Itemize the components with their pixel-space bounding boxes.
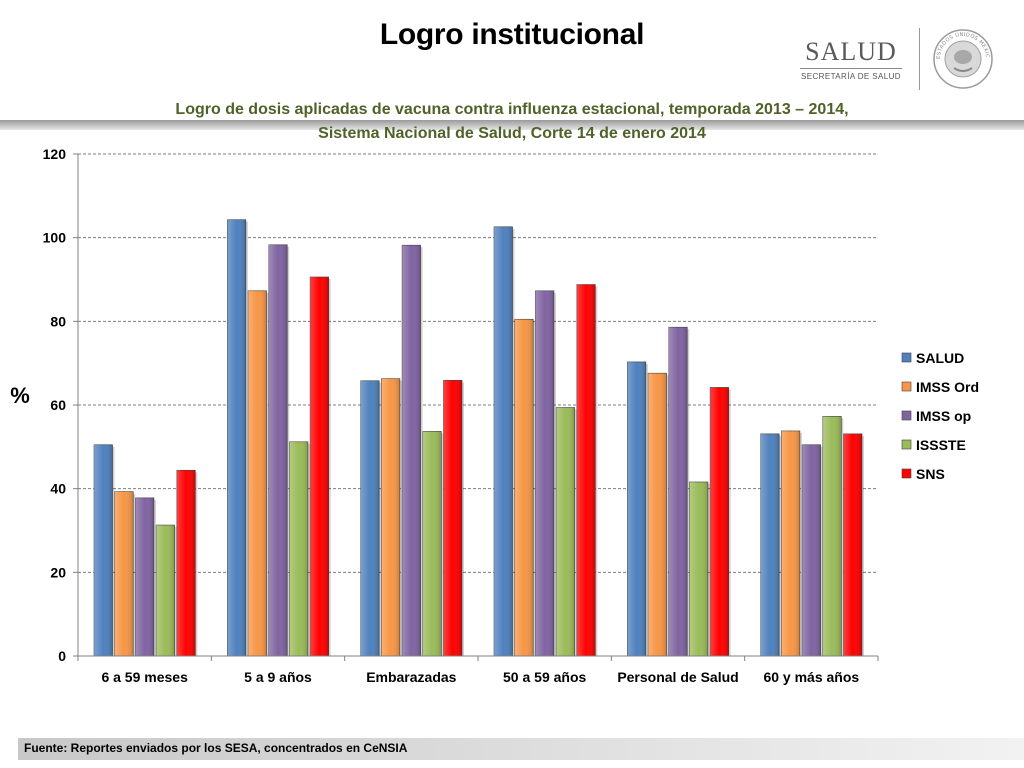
- national-seal-icon: ESTADOS UNIDOS MEXICANOS: [932, 28, 993, 89]
- bar-highlight: [648, 373, 667, 656]
- bar-highlight: [94, 444, 113, 656]
- bar-highlight: [781, 430, 800, 656]
- bar-highlight: [710, 387, 729, 656]
- legend-label: IMSS op: [916, 408, 971, 424]
- legend: SALUD IMSS Ord IMSS op ISSSTE SNS: [901, 350, 979, 482]
- axes: 0 20 40 60 80 100 120% 6 a 59 meses 5 a 9 años Em…: [10, 146, 879, 685]
- bar-highlight: [156, 525, 175, 656]
- bar-highlight: [402, 245, 421, 657]
- x-tick-label: 6 a 59 meses: [101, 669, 188, 685]
- bar-highlight: [227, 219, 246, 656]
- bar-highlight: [176, 470, 196, 656]
- y-tick-label: 60: [50, 397, 66, 413]
- salud-logo-word: SALUD: [805, 37, 897, 66]
- y-tick-label: 40: [50, 481, 66, 497]
- bar-highlight: [556, 407, 575, 656]
- bar-highlight: [627, 361, 646, 656]
- legend-swatch: [901, 381, 912, 392]
- x-tick-label: Personal de Salud: [617, 669, 738, 685]
- bar-highlight: [422, 431, 442, 656]
- x-tick-label: 50 a 59 años: [503, 669, 586, 685]
- x-tick-label: Embarazadas: [366, 669, 456, 685]
- salud-logo-rule: [800, 68, 902, 69]
- bar-highlight: [494, 226, 513, 657]
- bar-highlight: [514, 319, 534, 656]
- legend-swatch: [901, 352, 912, 363]
- legend-swatch: [901, 410, 912, 421]
- bar-highlight: [114, 491, 134, 656]
- source-note: Fuente: Reportes enviados por los SESA, …: [24, 741, 408, 755]
- bar-highlight: [381, 378, 400, 656]
- y-tick-label: 100: [43, 230, 67, 246]
- y-tick-label: 120: [43, 146, 67, 162]
- bar-chart: 0 20 40 60 80 100 120% 6 a 59 meses 5 a 9 años Em…: [10, 146, 979, 685]
- bar-highlight: [689, 481, 708, 656]
- logo-divider: [919, 28, 920, 90]
- bar-highlight: [289, 441, 308, 656]
- chart-title: Logro de dosis aplicadas de vacuna contr…: [0, 98, 1024, 146]
- bar-highlight: [268, 244, 288, 657]
- bar-highlight: [668, 327, 688, 656]
- legend-swatch: [901, 439, 912, 450]
- salud-logo-subtext: SECRETARÍA DE SALUD: [801, 72, 901, 81]
- legend-label: SNS: [916, 466, 945, 482]
- page-title: Logro institucional: [379, 18, 645, 51]
- y-tick-label: 20: [50, 564, 66, 580]
- x-tick-label: 5 a 9 años: [244, 669, 312, 685]
- bar-highlight: [360, 380, 380, 656]
- bars: [93, 219, 864, 657]
- bar-highlight: [135, 497, 154, 656]
- bar-highlight: [248, 290, 267, 656]
- salud-logo: SALUD SECRETARÍA DE SALUD: [796, 38, 906, 81]
- footer-bar: [18, 738, 1024, 760]
- legend-label: IMSS Ord: [916, 379, 979, 395]
- bar-highlight: [310, 276, 329, 656]
- bar-highlight: [822, 416, 842, 656]
- header-rule: [0, 120, 1024, 130]
- y-tick-label: 0: [58, 648, 66, 664]
- bar-highlight: [443, 380, 462, 656]
- bar-highlight: [843, 433, 862, 656]
- x-tick-label: 60 y más años: [763, 669, 859, 685]
- chart-title-line-2: Sistema Nacional de Salud, Corte 14 de e…: [318, 125, 706, 142]
- bar-highlight: [760, 433, 780, 656]
- grid-lines: [78, 153, 878, 573]
- bar-highlight: [802, 444, 821, 656]
- chart-title-line-1: Logro de dosis aplicadas de vacuna contr…: [175, 101, 849, 118]
- legend-swatch: [901, 468, 912, 479]
- legend-label: SALUD: [916, 350, 964, 366]
- bar-highlight: [576, 284, 596, 656]
- y-tick-label: 80: [50, 313, 66, 329]
- bar-highlight: [535, 290, 554, 656]
- legend-label: ISSSTE: [916, 437, 966, 453]
- y-axis-label: %: [10, 383, 30, 408]
